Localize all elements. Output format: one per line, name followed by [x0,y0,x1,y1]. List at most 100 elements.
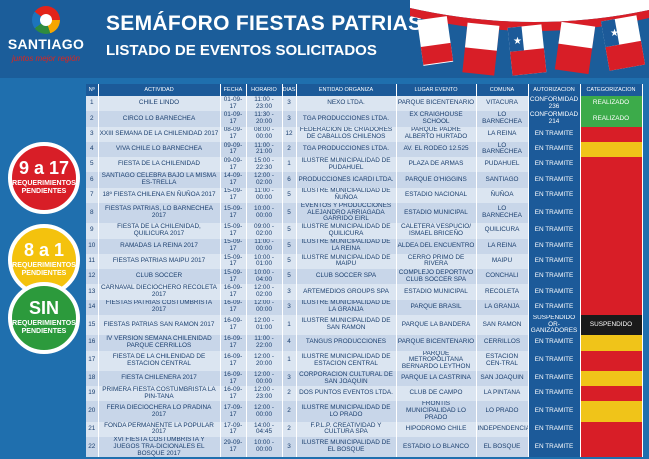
logo-mark-icon [32,6,60,34]
col-lugar-cell: CLUB DE CAMPO [396,386,477,402]
col-autorizacion-cell: EN TRAMITE [528,284,581,300]
col-comuna-cell: MAIPU [476,253,529,270]
col-number-cell: 6 [86,172,99,188]
col-dias-cell: 3 [282,370,297,387]
col-entidad-cell: ILUSTRE MUNICIPALIDAD DE LO PRADO [296,401,397,422]
col-comuna-cell: LA GRANJA [476,299,529,315]
header: SANTIAGO juntos mejor región SEMÁFORO FI… [0,0,649,78]
col-comuna-cell: INDEPENDENCIA [476,421,529,438]
col-entidad-cell: ILUSTRE MUNICIPALIDAD DE LA GRANJA [296,299,397,315]
table-row: 7 18º FIESTA CHILENA EN ÑUÑOA 2017 15-09-1… [86,187,643,203]
col-actividad-cell: FIESTA DE LA CHILENIDAD [98,157,221,173]
col-number-cell: 8 [86,202,99,224]
col-categorizacion-cell [580,126,643,142]
col-comuna-cell: VITACURA [476,96,529,112]
col-fecha-cell: 15-09-17 [220,223,247,239]
col-comuna-cell: LA REINA [476,126,529,142]
col-actividad-cell: XXIII SEMANA DE LA CHILENIDAD 2017 [98,126,221,142]
col-actividad-cell: XVI FIESTA COSTUMBRISTA Y JUEGOS TRA-DIC… [98,437,221,458]
col-lugar-cell: PARQUE LA BANDERA [396,314,477,336]
col-number-cell: 12 [86,269,99,285]
col-lugar-cell: PARQUE BICENTENARIO [396,335,477,351]
col-autorizacion-cell: EN TRAMITE [528,299,581,315]
col-lugar-cell: COMPLEJO DEPORTIVO CLUB SOCCER SPA [396,269,477,285]
col-entidad-cell: ILUSTRE MUNICIPALIDAD DE SAN RAMON [296,314,397,336]
col-fecha-cell: 15-09-17 [220,187,247,203]
col-dias-cell: 6 [282,172,297,188]
legend-green-range: SIN [28,298,59,318]
col-horario-cell: 11:00 - 00:00 [246,187,283,203]
col-comuna-cell: QUILICURA [476,223,529,239]
col-fecha-cell: 17-09-17 [220,401,247,422]
col-comuna-cell: LO BARNECHEA [476,111,529,127]
col-comuna-cell: ÑUÑOA [476,187,529,203]
col-horario-cell: 12:00 - 02:00 [246,172,283,188]
col-dias-cell: 2 [282,141,297,158]
col-entidad-cell: EVENTOS Y PRODUCCIONES ALEJANDRO ARRIAGA… [296,202,397,224]
col-fecha-cell: 15-09-17 [220,269,247,285]
col-fecha-cell: 15-09-17 [220,238,247,254]
col-entidad-cell: TGA PRODUCCIONES LTDA. [296,111,397,127]
col-actividad-cell: PRIMERA FIESTA COSTUMBRISTA LA PIN-TANA [98,386,221,402]
col-lugar-cell: PARQUE LA CASTRINA [396,370,477,387]
table-row: 11 FIESTAS PATRIAS MAIPU 2017 15-09-17 10:0… [86,253,643,270]
col-horario-cell: 12:00 - 20:00 [246,350,283,371]
col-comuna-cell: CERRILLOS [476,335,529,351]
col-lugar-cell: PARQUE O'HIGGINS [396,172,477,188]
col-dias-cell: 1 [282,314,297,336]
col-actividad-cell: CARNAVAL DIECIOCHERO RECOLETA 2017 [98,284,221,300]
col-autorizacion-cell: EN TRAMITE [528,202,581,224]
col-number-cell: 18 [86,370,99,387]
col-fecha-cell: 16-09-17 [220,299,247,315]
col-autorizacion-cell: EN TRAMITE [528,370,581,387]
col-number-cell: 13 [86,284,99,300]
col-autorizacion-cell: EN TRAMITE [528,421,581,438]
col-comuna-cell: LA PINTANA [476,386,529,402]
col-categorizacion-cell [580,172,643,188]
col-dias-cell: 2 [282,401,297,422]
col-autorizacion-header: AUTORIZACION [528,84,581,96]
col-fecha-cell: 08-09-17 [220,126,247,142]
col-dias-header: DIAS [282,84,297,96]
col-dias-cell: 3 [282,111,297,127]
col-lugar-cell: AV. EL RODEO 12.525 [396,141,477,158]
col-dias-cell: 1 [282,157,297,173]
table-row: 5 FIESTA DE LA CHILENIDAD 09-09-17 15:00 - … [86,157,643,173]
col-number-cell: 19 [86,386,99,402]
col-autorizacion-cell: EN TRAMITE [528,172,581,188]
col-entidad-cell: ARTEMEDIOS GROUPS SPA [296,284,397,300]
col-dias-cell: 5 [282,269,297,285]
col-lugar-cell: FRONTIS MUNICIPALIDAD LO PRADO [396,401,477,422]
col-number-cell: 1 [86,96,99,112]
col-lugar-cell: ALDEA DEL ENCUENTRO [396,238,477,254]
col-entidad-cell: CORPORACION CULTURAL DE SAN JOAQUIN [296,370,397,387]
col-horario-cell: 11:00 - 23:00 [246,96,283,112]
col-dias-cell: 3 [282,284,297,300]
col-actividad-cell: FIESTA DE LA CHILENIDAD DE ESTACION CENT… [98,350,221,371]
col-actividad-cell: CLUB SOCCER [98,269,221,285]
col-lugar-cell: ESTADIO NACIONAL [396,187,477,203]
col-actividad-cell: VIVA CHILE LO BARNECHEA [98,141,221,158]
col-lugar-cell: ESTADIO LO BLANCO [396,437,477,458]
col-comuna-cell: EL BOSQUE [476,437,529,458]
col-autorizacion-cell: EN TRAMITE [528,437,581,458]
col-number-cell: 3 [86,126,99,142]
col-autorizacion-cell: EN TRAMITE [528,386,581,402]
col-entidad-cell: NEXO LTDA. [296,96,397,112]
col-categorizacion-cell [580,187,643,203]
col-autorizacion-cell: EN TRAMITE [528,238,581,254]
col-dias-cell: 3 [282,96,297,112]
col-entidad-cell: ILUSTRE MUNICIPALIDAD DE QUILICURA [296,223,397,239]
col-lugar-cell: ESTADIO MUNICIPAL [396,202,477,224]
col-dias-cell: 5 [282,238,297,254]
col-autorizacion-cell: EN TRAMITE [528,187,581,203]
col-lugar-cell: EX CRAIGHOUSE SCHOOL [396,111,477,127]
col-categorizacion-cell: REALIZADO [580,111,643,127]
col-fecha-cell: 14-09-17 [220,172,247,188]
col-horario-cell: 10:00 - 04:00 [246,269,283,285]
col-entidad-cell: TGA PRODUCCIONES LTDA. [296,141,397,158]
table-row: 10 RAMADAS LA REINA 2017 15-09-17 11:00 - 0… [86,238,643,254]
col-fecha-cell: 09-09-17 [220,157,247,173]
col-entidad-cell: ILUSTRE MUNICIPALIDAD DE LA REINA [296,238,397,254]
col-categorizacion-cell [580,238,643,254]
